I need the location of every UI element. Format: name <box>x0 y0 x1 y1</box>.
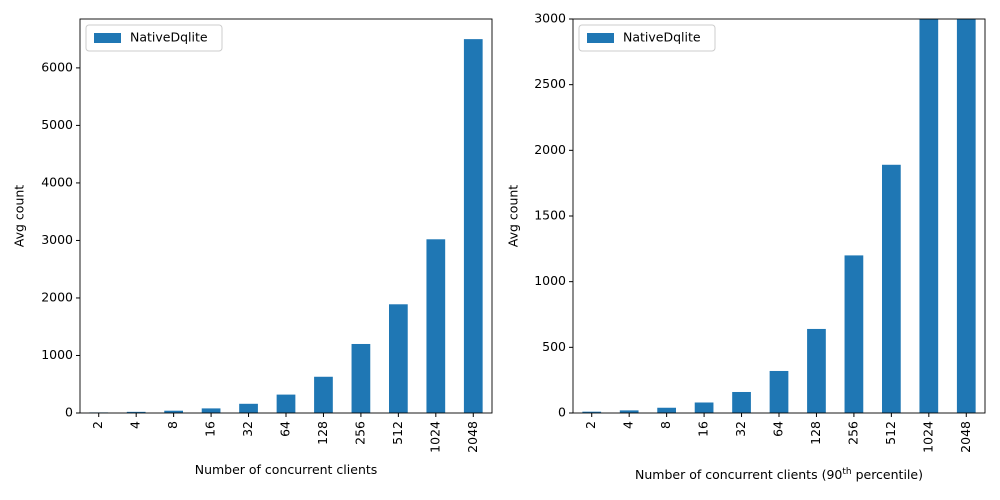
bar <box>351 343 371 413</box>
y-tick-label: 5000 <box>41 117 73 132</box>
bar <box>463 39 483 413</box>
bar <box>657 407 676 413</box>
y-tick-label: 3000 <box>41 232 73 247</box>
x-tick-label: 1024 <box>427 421 442 453</box>
y-axis-label: Avg count <box>12 185 27 247</box>
x-tick-label: 512 <box>883 421 898 445</box>
subplot: 2 4 8 16 32 64 128 256 512 1024 2048 0 1000 2000 3000 4… <box>12 18 493 477</box>
y-tick-label: 0 <box>558 405 566 420</box>
bar <box>956 19 976 413</box>
bar <box>694 402 714 413</box>
x-tick-label: 32 <box>240 421 255 437</box>
x-axis-label: Number of concurrent clients (90th perce… <box>635 467 923 482</box>
bar <box>426 239 446 413</box>
x-tick-label: 16 <box>696 421 711 437</box>
x-tick-label: 64 <box>771 421 786 437</box>
bar <box>769 370 789 413</box>
x-tick-label: 4 <box>621 421 636 429</box>
legend-box <box>578 24 716 52</box>
x-tick-label: 64 <box>278 421 293 437</box>
y-tick-label: 0 <box>65 405 73 420</box>
bar <box>844 255 864 413</box>
y-tick-label: 4000 <box>41 174 73 189</box>
x-tick-label: 2048 <box>958 421 973 453</box>
x-tick-label: 128 <box>808 421 823 445</box>
bar <box>276 394 296 413</box>
y-tick-label: 1500 <box>534 208 566 223</box>
x-tick-label: 2 <box>583 421 598 429</box>
legend-label: NativeDqlite <box>130 30 208 45</box>
y-tick-label: 6000 <box>41 59 73 74</box>
x-axis-label-superscript: th <box>842 467 851 477</box>
y-axis-label: Avg count <box>506 185 521 247</box>
x-tick-label: 256 <box>845 421 860 445</box>
x-tick-label: 1024 <box>920 421 935 453</box>
bar <box>314 376 333 413</box>
y-tick-label: 500 <box>542 339 566 354</box>
y-tick-label: 2000 <box>41 289 73 304</box>
y-tick-label: 3000 <box>534 11 566 26</box>
x-tick-label: 2 <box>90 421 105 429</box>
legend-swatch <box>94 33 121 43</box>
bars <box>582 19 976 413</box>
bar <box>582 411 602 413</box>
x-axis-label: Number of concurrent clients <box>195 462 378 477</box>
x-axis-label-part: percentile) <box>852 467 923 482</box>
bar <box>164 410 183 413</box>
y-tick-label: 1000 <box>41 347 73 362</box>
x-axis-label-part: Number of concurrent clients (90 <box>635 467 842 482</box>
bar <box>619 410 639 413</box>
y-tick-label: 2000 <box>534 142 566 157</box>
legend-swatch <box>587 33 614 43</box>
bar <box>807 328 826 413</box>
legend-label: NativeDqlite <box>623 30 701 45</box>
x-tick-label: 8 <box>658 421 673 429</box>
y-tick-label: 2500 <box>534 76 566 91</box>
bar <box>239 403 258 413</box>
x-tick-label: 2048 <box>465 421 480 453</box>
bar <box>126 411 146 413</box>
x-tick-label: 32 <box>733 421 748 437</box>
bar <box>882 164 901 413</box>
x-tick-label: 512 <box>390 421 405 445</box>
bars <box>89 39 483 413</box>
x-tick-label: 256 <box>352 421 367 445</box>
x-tick-label: 16 <box>203 421 218 437</box>
bar <box>919 19 939 413</box>
bar <box>389 304 408 413</box>
bar <box>201 408 221 413</box>
y-tick-label: 1000 <box>534 273 566 288</box>
x-tick-label: 8 <box>165 421 180 429</box>
subplot: 2 4 8 16 32 64 128 256 512 1024 2048 0 500 1000 1500 20… <box>506 11 986 482</box>
bar <box>732 391 751 413</box>
axes-frame <box>572 18 986 414</box>
x-tick-label: 4 <box>128 421 143 429</box>
x-tick-label: 128 <box>315 421 330 445</box>
legend-box <box>85 24 223 52</box>
axes-frame <box>79 18 493 414</box>
